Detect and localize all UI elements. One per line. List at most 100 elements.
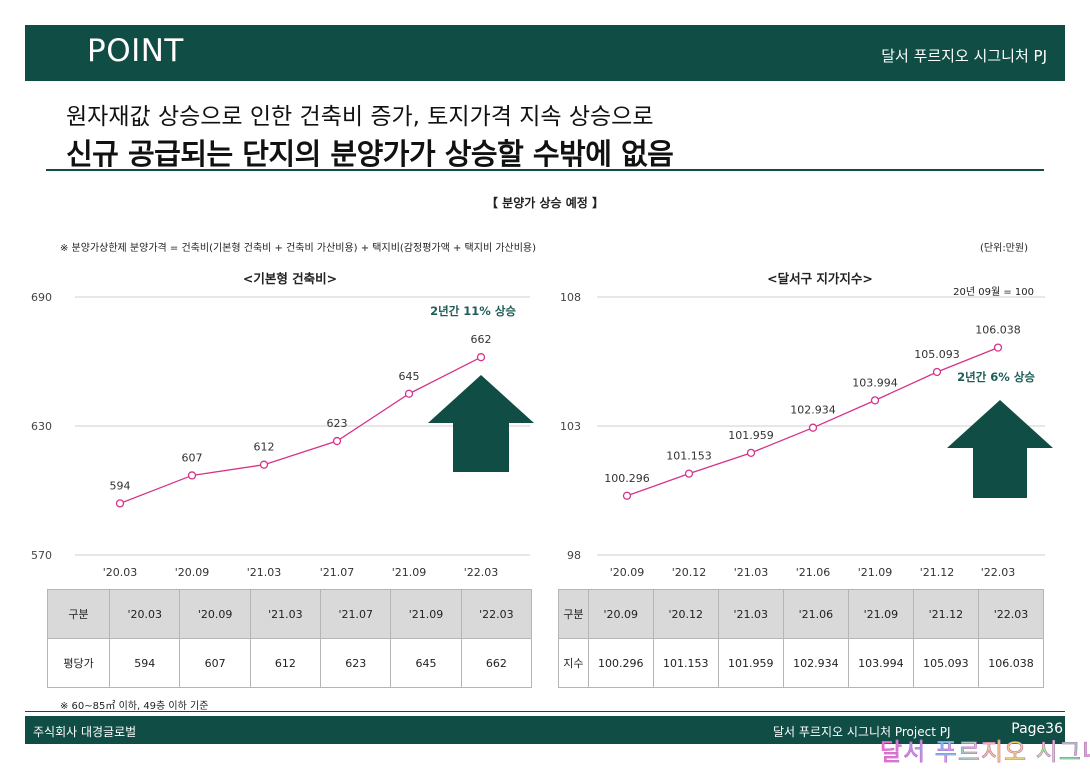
table-header-row: 구분 '20.09'20.12'21.03'21.06'21.09'21.12'2… <box>558 589 1045 639</box>
y-tick-label: 98 <box>567 549 581 562</box>
land-index-table: 구분 '20.09'20.12'21.03'21.06'21.09'21.12'2… <box>558 589 1045 688</box>
table-cell: 101.153 <box>652 638 719 688</box>
headline-line2: 신규 공급되는 단지의 분양가가 상승할 수밖에 없음 <box>66 137 674 171</box>
chart-title-land-index: <달서구 지가지수> <box>767 271 873 286</box>
page-title: POINT <box>87 33 184 69</box>
data-point <box>476 353 486 362</box>
table-cell: 623 <box>320 638 392 688</box>
table-row-label: 평당가 <box>46 638 111 688</box>
data-label: 612 <box>254 441 275 454</box>
price-formula-note: ※ 분양가상한제 분양가격 = 건축비(기본형 건축비 + 건축비 가산비용) … <box>60 243 537 254</box>
data-point <box>622 491 632 500</box>
header-bar: POINT 달서 푸르지오 시그니처 PJ <box>25 25 1065 81</box>
x-tick-label: '21.12 <box>920 566 955 579</box>
x-tick-label: '21.07 <box>320 566 355 579</box>
table-cell: 594 <box>109 638 181 688</box>
data-label: 662 <box>471 333 492 346</box>
footer-divider <box>25 711 1065 712</box>
growth-annotation: 2년간 6% 상승 <box>957 370 1035 384</box>
data-point <box>808 423 818 432</box>
x-tick-label: '20.09 <box>610 566 645 579</box>
table-column-header: '20.09 <box>587 589 654 639</box>
table-cell: 103.994 <box>847 638 914 688</box>
data-label: 607 <box>182 451 203 464</box>
table-cell: 105.093 <box>912 638 979 688</box>
table-column-header: '21.12 <box>912 589 979 639</box>
data-label: 101.153 <box>666 450 712 463</box>
construction-cost-line-chart: 690 630 570 594 '20.03 607 '20.09 612 '21.03 623 '… <box>31 291 534 579</box>
headline-line1: 원자재값 상승으로 인한 건축비 증가, 토지가격 지속 상승으로 <box>66 104 654 130</box>
x-tick-label: '20.12 <box>672 566 707 579</box>
y-tick-label: 630 <box>31 420 52 433</box>
data-label: 106.038 <box>975 324 1021 337</box>
section-title: 【 분양가 상승 예정 】 <box>486 196 604 210</box>
data-label: 623 <box>327 417 348 430</box>
x-tick-label: '20.09 <box>175 566 210 579</box>
land-price-index-line-chart: 108 103 98 100.296 '20.09 101.153 '20.12 101.95… <box>560 291 1053 579</box>
table-column-header: '20.03 <box>109 589 181 639</box>
table-header-row: 구분 '20.03'20.09'21.03'21.07'21.09'22.03 <box>46 589 533 639</box>
table-cell: 645 <box>390 638 462 688</box>
table-value-row: 지수 100.296 101.153 101.959 102.934 103.994 105… <box>558 638 1045 688</box>
growth-annotation: 2년간 11% 상승 <box>430 304 516 318</box>
x-tick-label: '20.03 <box>103 566 138 579</box>
data-point <box>115 499 125 508</box>
table-cell: 101.959 <box>717 638 784 688</box>
data-label: 645 <box>399 370 420 383</box>
chart-title-construction-cost: <기본형 건축비> <box>242 271 338 286</box>
x-tick-label: '21.03 <box>247 566 282 579</box>
data-label: 101.959 <box>728 429 774 442</box>
data-label: 102.934 <box>790 404 836 417</box>
y-tick-label: 108 <box>560 291 581 304</box>
index-base-note: 20년 09월 = 100 <box>953 287 1034 298</box>
data-label: 105.093 <box>914 348 960 361</box>
x-tick-label: '21.03 <box>734 566 769 579</box>
y-tick-label: 103 <box>560 420 581 433</box>
table-column-header: '21.07 <box>320 589 392 639</box>
up-arrow-icon <box>947 400 1053 498</box>
unit-label: (단위:만원) <box>980 243 1028 254</box>
y-tick-label: 690 <box>31 291 52 304</box>
table-column-header: '22.03 <box>460 589 533 639</box>
data-label: 103.994 <box>852 376 898 389</box>
page-number: Page36 <box>1011 721 1063 737</box>
table-column-header: '21.03 <box>717 589 784 639</box>
data-point <box>259 460 269 469</box>
x-tick-label: '21.09 <box>858 566 893 579</box>
table-column-header: '22.03 <box>977 589 1045 639</box>
data-point <box>932 367 942 377</box>
table-cell: 607 <box>179 638 251 688</box>
series-line <box>626 347 999 497</box>
data-point <box>746 448 756 458</box>
table-header-label: 구분 <box>46 589 111 639</box>
title-divider <box>46 169 1044 171</box>
table-cell: 102.934 <box>782 638 849 688</box>
x-tick-label: '22.03 <box>981 566 1016 579</box>
table-column-header: '21.03 <box>249 589 322 639</box>
x-tick-label: '22.03 <box>464 566 499 579</box>
table-column-header: '21.09 <box>847 589 914 639</box>
footer-bar: 주식회사 대경글로벌 달서 푸르지오 시그니처 Project PJ Page3… <box>25 716 1065 744</box>
series-line <box>119 356 482 505</box>
construction-cost-table: 구분 '20.03'20.09'21.03'21.07'21.09'22.03 평… <box>46 589 533 688</box>
table-column-header: '20.12 <box>652 589 719 639</box>
up-arrow-icon <box>428 375 534 472</box>
table-cell: 100.296 <box>587 638 654 688</box>
data-point <box>404 389 414 398</box>
data-point <box>870 396 880 405</box>
table-cell: 612 <box>249 638 322 688</box>
watermark-text: 달서 푸르지오 시그니처 <box>880 732 1090 767</box>
project-name: 달서 푸르지오 시그니처 PJ <box>881 47 1047 65</box>
table-row-label: 지수 <box>558 638 589 688</box>
x-tick-label: '21.09 <box>392 566 427 579</box>
table-header-label: 구분 <box>558 589 589 639</box>
footer-project-name: 달서 푸르지오 시그니처 Project PJ <box>773 725 951 739</box>
table-cell: 106.038 <box>977 638 1045 688</box>
data-point <box>332 436 342 446</box>
data-point <box>684 469 694 478</box>
data-label: 594 <box>110 479 131 492</box>
table-column-header: '21.09 <box>390 589 462 639</box>
y-tick-label: 570 <box>31 549 52 562</box>
company-name: 주식회사 대경글로벌 <box>33 725 137 739</box>
table-column-header: '20.09 <box>179 589 251 639</box>
